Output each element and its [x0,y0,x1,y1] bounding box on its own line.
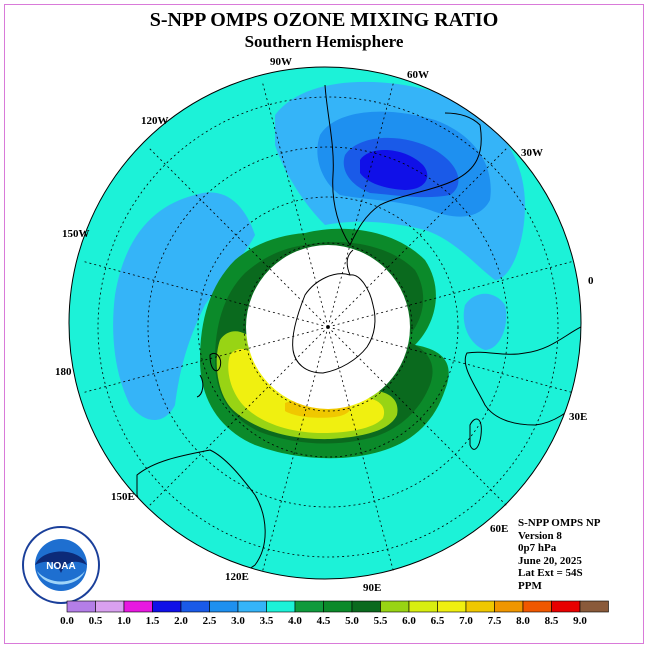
latitude-circle [97,96,559,558]
info-lat-ext: Lat Ext = 54S [518,567,583,579]
info-instrument: S-NPP OMPS NP [518,517,601,529]
lon-label-180: 180 [55,366,72,378]
colorbar-tick-label: 1.5 [146,615,160,627]
contour-3p0-west [113,192,255,420]
polar-ozone-map: 90W 60W 30W 0 30E 60E 90E 120E 150E 180 … [55,56,594,594]
new-zealand-coastline [196,352,222,398]
colorbar-swatch [551,600,581,613]
colorbar-swatch [123,600,153,613]
colorbar-tick-label: 7.5 [488,615,502,627]
lon-label-30w: 30W [521,147,543,159]
antarctic-peninsula [346,249,354,276]
info-units: PPM [518,579,542,592]
lon-label-60w: 60W [407,69,429,81]
latitude-circle [147,146,509,508]
noaa-logo: NOAA [22,526,100,604]
ozone-field [69,67,581,579]
colorbar-tick-label: 5.5 [374,615,388,627]
south-america-coastline [324,84,482,247]
colorbar-swatch [380,600,410,613]
colorbar-labels: 0.0 0.5 1.0 1.5 2.0 2.5 3.0 3.5 4.0 4.5 5.0 5.5 6.0 6… [60,615,587,627]
lon-label-150w: 150W [62,228,90,240]
map-frame: S-NPP OMPS OZONE MIXING RATIO Southern H… [4,4,644,644]
colorbar-tick-label: 0.5 [89,615,103,627]
colorbar-swatch [408,600,438,613]
colorbar-tick-label: 8.0 [516,615,530,627]
lon-label-30e: 30E [569,411,587,423]
map-title: S-NPP OMPS OZONE MIXING RATIO [149,9,499,31]
colorbar-swatch [579,600,609,613]
latitude-circle [197,196,459,458]
lon-label-60e: 60E [490,523,508,535]
colorbar-swatch [66,600,96,613]
colorbar: 0.0 0.5 1.0 1.5 2.0 2.5 3.0 3.5 4.0 4.5 5.0 5.5 6.0 6… [60,600,609,627]
colorbar-swatch [180,600,210,613]
colorbar-swatch [294,600,324,613]
colorbar-swatch [266,600,296,613]
colorbar-swatch [494,600,524,613]
info-block: S-NPP OMPS NP Version 8 0p7 hPa June 20,… [518,517,601,592]
colorbar-tick-label: 7.0 [459,615,473,627]
madagascar-coastline [469,418,482,450]
colorbar-tick-label: 4.0 [288,615,302,627]
info-date: June 20, 2025 [518,554,582,567]
map-subtitle: Southern Hemisphere [244,32,404,51]
lon-label-150e: 150E [111,491,135,503]
colorbar-swatch [209,600,239,613]
lon-label-90e: 90E [363,582,381,594]
colorbar-tick-label: 8.5 [545,615,559,627]
noaa-logo-text: NOAA [46,561,75,572]
lon-label-120e: 120E [225,571,249,583]
info-version: Version 8 [518,529,562,542]
colorbar-tick-label: 2.0 [174,615,188,627]
latitude-circle [243,242,413,412]
colorbar-tick-label: 1.0 [117,615,131,627]
colorbar-tick-label: 3.0 [231,615,245,627]
colorbar-tick-label: 4.5 [317,615,331,627]
colorbar-tick-label: 5.0 [345,615,359,627]
colorbar-tick-label: 2.5 [203,615,217,627]
colorbar-boxes [66,600,609,613]
colorbar-tick-label: 9.0 [573,615,587,627]
colorbar-tick-label: 6.5 [431,615,445,627]
lon-label-90w: 90W [270,56,292,68]
colorbar-swatch [437,600,467,613]
graticule [81,80,575,574]
colorbar-swatch [323,600,353,613]
info-level: 0p7 hPa [518,542,557,554]
colorbar-swatch [237,600,267,613]
colorbar-swatch [522,600,552,613]
africa-coastline [464,326,581,426]
contour-1p5 [360,149,428,190]
colorbar-tick-label: 0.0 [60,615,74,627]
colorbar-swatch [465,600,495,613]
colorbar-tick-label: 3.5 [260,615,274,627]
colorbar-swatch [351,600,381,613]
contour-3p0-east [463,293,507,350]
map-boundary [68,66,582,580]
colorbar-swatch [95,600,125,613]
colorbar-swatch [152,600,182,613]
colorbar-tick-label: 6.0 [402,615,416,627]
lon-label-0: 0 [588,275,594,287]
lon-label-120w: 120W [141,115,169,127]
